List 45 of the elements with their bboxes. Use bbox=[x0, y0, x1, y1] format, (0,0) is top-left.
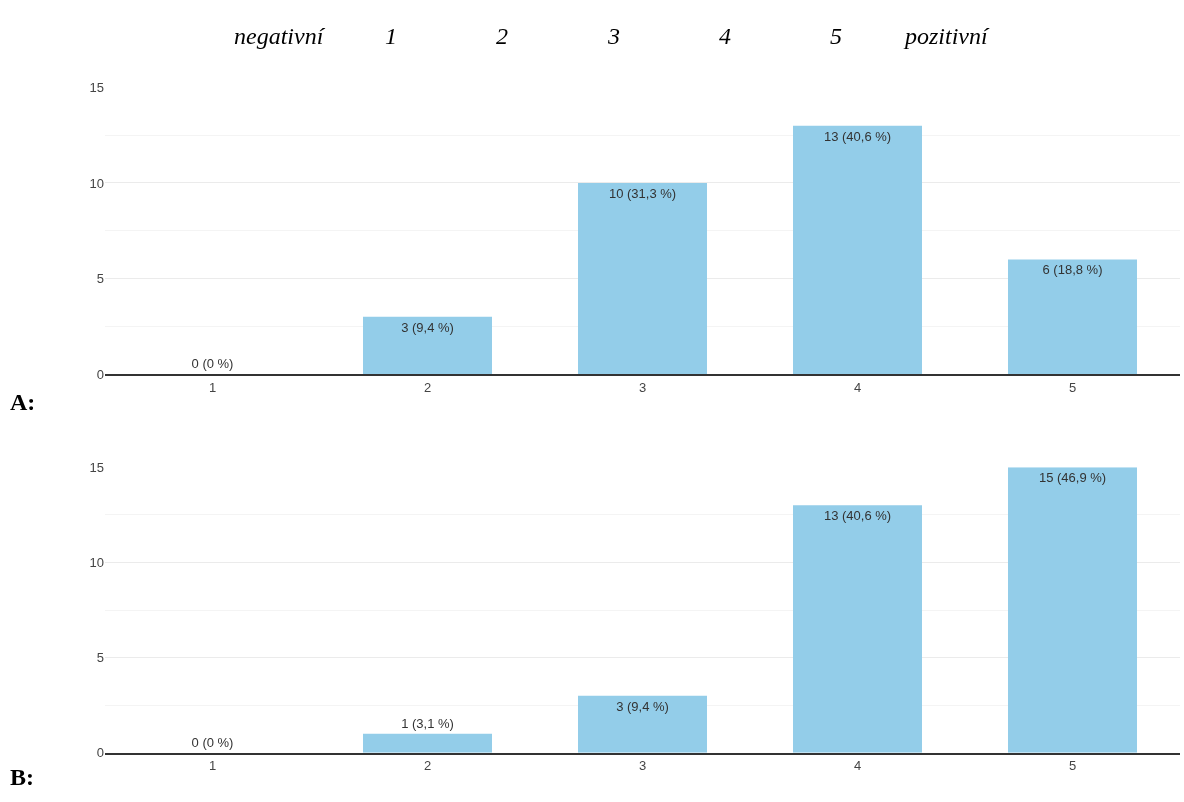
text: 4 bbox=[719, 23, 731, 49]
text: 5 bbox=[830, 23, 842, 49]
text: A: bbox=[10, 389, 36, 415]
data-label: 6 (18,8 %) bbox=[1042, 262, 1103, 278]
y-tick-label: 5 bbox=[96, 650, 104, 666]
bar bbox=[793, 125, 922, 375]
y-tick-label: 10 bbox=[89, 554, 104, 570]
x-tick-label: 4 bbox=[853, 758, 862, 774]
data-label: 15 (46,9 %) bbox=[1038, 470, 1107, 486]
y-tick-label: 10 bbox=[89, 175, 104, 191]
text: 1 bbox=[385, 23, 397, 49]
data-label: 13 (40,6 %) bbox=[823, 128, 892, 144]
x-tick-label: 4 bbox=[853, 379, 862, 395]
y-tick-label: 15 bbox=[89, 459, 104, 475]
bar bbox=[363, 733, 492, 753]
bar bbox=[578, 695, 707, 753]
x-tick-label: 5 bbox=[1068, 758, 1077, 774]
data-label: 1 (3,1 %) bbox=[401, 715, 454, 731]
bar bbox=[578, 182, 707, 375]
text: negativní bbox=[234, 23, 326, 49]
data-label: 10 (31,3 %) bbox=[608, 185, 677, 201]
bar bbox=[1008, 259, 1137, 375]
x-tick-label: 1 bbox=[208, 758, 217, 774]
data-label: 3 (9,4 %) bbox=[401, 319, 454, 335]
y-tick-label: 15 bbox=[89, 80, 104, 96]
x-tick-label: 2 bbox=[423, 758, 432, 774]
bar bbox=[363, 316, 492, 375]
y-tick-label: 0 bbox=[96, 366, 104, 382]
text: B: bbox=[10, 764, 34, 790]
x-tick-label: 3 bbox=[638, 758, 647, 774]
data-label: 0 (0 %) bbox=[191, 734, 234, 750]
x-tick-label: 1 bbox=[208, 379, 217, 395]
data-label: 0 (0 %) bbox=[191, 356, 234, 372]
data-label: 13 (40,6 %) bbox=[823, 508, 892, 524]
bar bbox=[1008, 467, 1137, 753]
x-tick-label: 2 bbox=[423, 379, 432, 395]
text: 3 bbox=[607, 23, 620, 49]
text: pozitivní bbox=[903, 23, 990, 49]
y-tick-label: 0 bbox=[96, 745, 104, 761]
x-tick-label: 3 bbox=[638, 379, 647, 395]
y-tick-label: 5 bbox=[96, 271, 104, 287]
data-label: 3 (9,4 %) bbox=[616, 698, 669, 714]
text: 2 bbox=[496, 23, 508, 49]
bar bbox=[793, 505, 922, 753]
x-tick-label: 5 bbox=[1068, 379, 1077, 395]
